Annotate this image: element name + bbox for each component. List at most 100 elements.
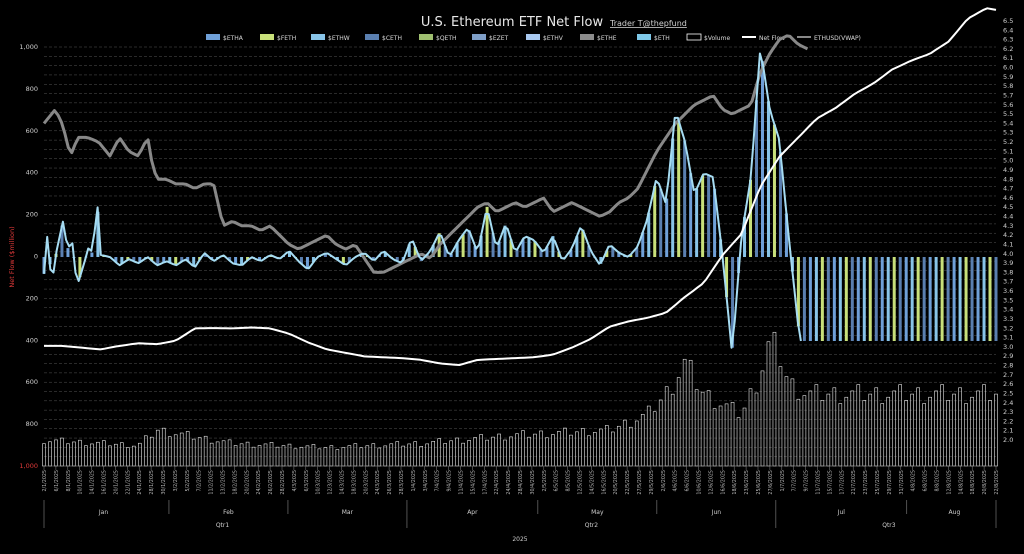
flow-bar xyxy=(407,244,411,257)
volume-bar xyxy=(108,445,112,467)
flow-bar xyxy=(641,232,645,257)
y2-tick-label: 5.8 xyxy=(1003,82,1013,90)
x-tick-label: 30/1/2025 xyxy=(161,470,167,495)
flow-bar xyxy=(114,257,118,263)
y-axis-label: Net Flow ($million) xyxy=(8,226,16,287)
legend-label: $ETHE xyxy=(597,35,617,42)
x-tick-label: 7/4/2025 xyxy=(435,470,441,492)
flow-bar xyxy=(485,206,489,257)
legend-swatch xyxy=(637,34,651,40)
volume-bar xyxy=(898,384,903,467)
flow-bar xyxy=(928,257,932,341)
flow-bar xyxy=(240,257,244,266)
y-axis-right: 6.56.46.36.26.16.05.95.85.75.65.55.45.35… xyxy=(1003,17,1013,444)
y2-tick-label: 5.6 xyxy=(1003,101,1013,109)
y-tick-label: 600 xyxy=(26,127,38,135)
volume-bar xyxy=(587,435,591,467)
volume-bar xyxy=(437,438,441,467)
flow-bar xyxy=(749,179,753,257)
volume-bar xyxy=(616,425,621,467)
y2-tick-label: 3.0 xyxy=(1003,343,1013,351)
legend-label: $EZET xyxy=(489,35,509,42)
x-tick-label: 11/4/2025 xyxy=(459,470,465,495)
x-tick-label: 17/7/2025 xyxy=(839,470,845,495)
x-tick-label: 11/2/2025 xyxy=(209,470,215,495)
volume-bar xyxy=(215,441,220,467)
volume-bar xyxy=(802,395,807,467)
volume-bar xyxy=(676,377,681,467)
y2-tick-label: 4.6 xyxy=(1003,194,1013,202)
volume-bar xyxy=(191,438,196,467)
x-tick-label: 14/5/2025 xyxy=(589,470,595,495)
y-tick-label: 400 xyxy=(26,336,38,344)
y-tick-label: 0 xyxy=(34,253,38,261)
flow-bar xyxy=(982,257,986,341)
flow-bar xyxy=(707,175,711,257)
volume-bar xyxy=(377,447,382,467)
flow-bar xyxy=(258,257,262,261)
volume-bar xyxy=(515,433,519,467)
flow-bar xyxy=(66,248,70,257)
volume-bar xyxy=(293,448,298,467)
flow-bar xyxy=(808,257,812,341)
flow-bar xyxy=(527,237,531,257)
x-tick-label: 20/1/2025 xyxy=(113,470,119,495)
flow-bars xyxy=(42,61,998,348)
ethusd-vwap-line xyxy=(42,34,809,274)
x-tick-label: 24/4/2025 xyxy=(506,470,512,495)
flow-bar xyxy=(575,236,579,257)
flow-bar xyxy=(287,251,291,257)
volume-bar xyxy=(563,427,567,467)
x-tick-label: 27/6/2025 xyxy=(768,470,774,495)
volume-bar xyxy=(832,387,837,467)
x-tick-label: 27/5/2025 xyxy=(637,470,643,495)
x-tick-label: 30/4/2025 xyxy=(530,470,536,495)
flow-bar xyxy=(892,257,896,341)
volume-bar xyxy=(994,393,998,467)
y2-tick-label: 5.5 xyxy=(1003,110,1013,118)
legend-swatch xyxy=(365,34,379,40)
flow-bar xyxy=(970,257,974,341)
legend-label: $ETHA xyxy=(223,35,244,42)
x-tick-label: 4/3/2025 xyxy=(292,470,298,492)
flow-bar xyxy=(413,246,417,257)
x-tick-label: 2/1/2025 xyxy=(42,470,48,492)
volume-bar xyxy=(646,405,651,467)
x-tick-label: 16/5/2025 xyxy=(601,470,607,495)
volume-bar xyxy=(868,393,873,467)
chart-credit: Trader T@thepfund xyxy=(609,19,687,28)
y2-tick-label: 4.2 xyxy=(1003,231,1013,239)
volume-bar xyxy=(593,432,597,467)
flow-bar xyxy=(874,257,878,341)
volume-bar xyxy=(185,431,190,467)
flow-bar xyxy=(838,257,842,341)
flow-bar xyxy=(228,257,232,261)
legend-label: $Volume xyxy=(704,35,730,42)
flow-bar xyxy=(150,257,154,261)
x-tick-label: 1/4/2025 xyxy=(411,470,417,492)
flow-bar xyxy=(204,254,208,257)
legend-label: $QETH xyxy=(436,35,457,42)
volume-bar xyxy=(269,442,274,467)
volume-bar xyxy=(42,443,46,467)
group-label: Qtr1 xyxy=(216,522,230,529)
flow-bar xyxy=(491,233,495,257)
x-tick-label: 23/7/2025 xyxy=(863,470,869,495)
volume-bar xyxy=(209,442,214,467)
flow-bar xyxy=(683,140,687,257)
flow-bar xyxy=(180,257,184,262)
volume-bar xyxy=(509,436,513,467)
y2-tick-label: 4.1 xyxy=(1003,240,1013,248)
flow-bar xyxy=(299,257,303,264)
x-tick-label: 5/2/2025 xyxy=(185,470,191,492)
flow-bar xyxy=(581,229,585,257)
flow-bar xyxy=(629,254,633,257)
x-tick-label: 12/8/2025 xyxy=(946,470,952,495)
group-label: Mar xyxy=(342,509,354,516)
y2-tick-label: 3.3 xyxy=(1003,315,1013,323)
group-label: Jun xyxy=(711,509,722,516)
volume-bar xyxy=(329,445,334,467)
x-tick-label: 10/3/2025 xyxy=(316,470,322,495)
x-tick-label: 7/2/2025 xyxy=(197,470,203,492)
volume-bar xyxy=(317,448,322,467)
